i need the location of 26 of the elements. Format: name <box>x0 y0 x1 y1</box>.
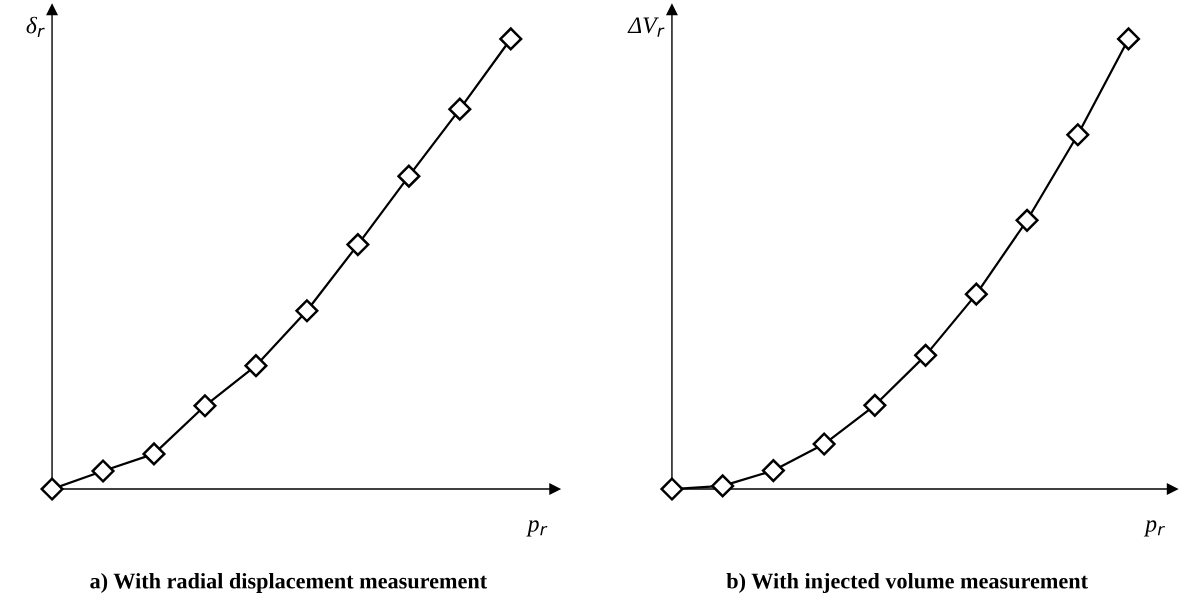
y-axis-title: ΔV$_{r}$ <box>627 17 665 37</box>
point <box>863 393 887 417</box>
point <box>244 354 268 378</box>
text: a) With radial displacement measurement <box>90 572 488 594</box>
point <box>1116 27 1141 51</box>
point <box>295 299 319 323</box>
point <box>660 477 684 501</box>
point <box>1066 123 1090 147</box>
y-axis-title: δ$_{r}$ <box>26 16 45 38</box>
point <box>1015 208 1039 232</box>
point <box>964 282 988 306</box>
point <box>499 27 523 51</box>
x-axis-title: p$_{r}$ <box>1143 520 1165 537</box>
point <box>711 474 735 498</box>
point <box>193 394 217 418</box>
point <box>448 97 472 121</box>
point <box>91 459 115 483</box>
point <box>40 477 64 501</box>
point <box>346 233 370 257</box>
x-axis-title: p$_{r}$ <box>526 520 548 537</box>
point <box>142 442 166 466</box>
point <box>914 343 938 367</box>
text: b) With injected volume measurement <box>726 572 1088 594</box>
point <box>761 459 785 483</box>
point <box>812 432 836 456</box>
point <box>397 164 421 188</box>
